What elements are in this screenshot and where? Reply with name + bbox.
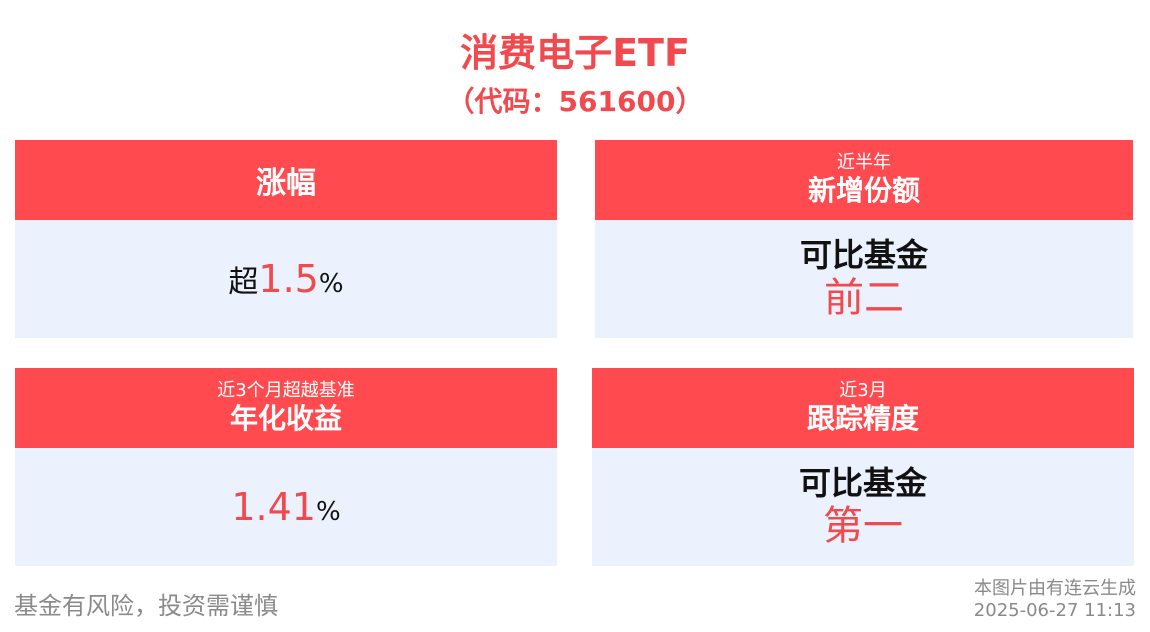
card-new-shares: 近半年 新增份额 可比基金 前二 [595,140,1133,338]
card-subtitle: 近3月 [839,380,887,401]
value-suffix: % [318,269,344,299]
value-prefix: 超 [228,265,259,300]
card-body: 可比基金 第一 [592,448,1134,566]
card-title: 年化收益 [229,402,342,435]
risk-disclaimer: 基金有风险，投资需谨慎 [14,592,278,620]
fund-code: （代码：561600） [446,85,704,118]
rank-value: 第一 [823,503,903,549]
card-title: 新增份额 [807,174,920,207]
value-number: 1.5 [258,257,319,301]
card-subtitle: 近3个月超越基准 [217,380,355,401]
card-tracking-accuracy: 近3月 跟踪精度 可比基金 第一 [592,368,1134,566]
page-title: 消费电子ETF [460,31,690,75]
value-suffix: % [315,497,341,527]
card-header: 近3月 跟踪精度 [592,368,1134,448]
card-body: 1.41 % [15,448,557,566]
card-body: 可比基金 前二 [595,220,1133,338]
card-header: 近3个月超越基准 年化收益 [15,368,557,448]
generated-by: 本图片由有连云生成 [974,578,1136,599]
card-gain: 涨幅 超 1.5 % [15,140,557,338]
generation-info: 本图片由有连云生成 2025-06-27 11:13 [974,578,1136,622]
card-title: 跟踪精度 [806,402,919,435]
value-number: 1.41 [231,485,316,529]
card-title: 涨幅 [256,166,316,201]
return-value: 1.41 % [231,485,340,529]
card-annual-return: 近3个月超越基准 年化收益 1.41 % [15,368,557,566]
timestamp: 2025-06-27 11:13 [973,600,1136,621]
gain-value: 超 1.5 % [228,257,343,301]
card-header: 涨幅 [15,140,557,220]
card-header: 近半年 新增份额 [595,140,1133,220]
rank-value: 前二 [824,275,904,321]
comparison-label: 可比基金 [799,236,928,274]
comparison-label: 可比基金 [798,464,927,502]
card-subtitle: 近半年 [837,152,891,173]
card-body: 超 1.5 % [15,220,557,338]
